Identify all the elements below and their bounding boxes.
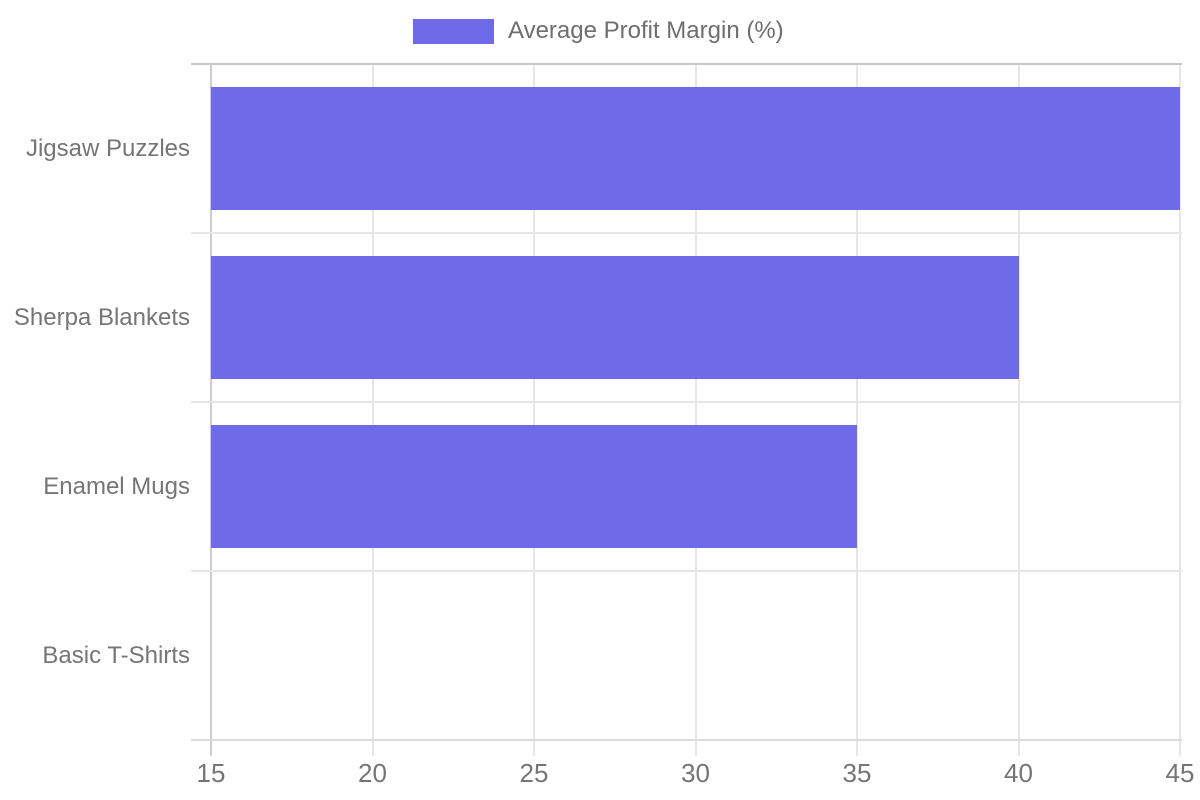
legend-label: Average Profit Margin (%) (508, 17, 784, 44)
plot-top-border (191, 63, 1182, 65)
x-tick-label: 25 (519, 758, 549, 788)
x-gridline (694, 64, 697, 756)
bar-enamel-mugs (211, 425, 857, 548)
y-gridline (191, 570, 1182, 572)
x-tick-label: 35 (842, 758, 872, 788)
category-label: Enamel Mugs (43, 472, 190, 500)
x-axis-line (191, 739, 1182, 741)
x-gridline (1179, 64, 1181, 756)
category-label: Sherpa Blankets (13, 303, 190, 331)
x-gridline (371, 64, 374, 756)
plot-area (191, 63, 1182, 756)
x-gridline (1017, 64, 1020, 756)
x-gridline (533, 64, 535, 756)
x-gridline (856, 64, 858, 756)
x-tick-label: 40 (1004, 758, 1033, 788)
x-tick-label: 30 (681, 758, 710, 788)
x-tick-label: 15 (196, 758, 226, 788)
x-tick-label: 45 (1165, 758, 1195, 788)
legend-swatch (413, 18, 494, 44)
x-gridline (210, 63, 212, 756)
bar-sherpa-blankets (211, 256, 1019, 379)
bar-jigsaw-puzzles (211, 87, 1180, 210)
x-tick-label: 20 (358, 758, 387, 788)
category-label: Basic T-Shirts (42, 641, 190, 669)
y-gridline (191, 401, 1182, 403)
legend: Average Profit Margin (%) (413, 17, 784, 45)
category-label: Jigsaw Puzzles (25, 134, 190, 162)
y-gridline (191, 232, 1182, 234)
